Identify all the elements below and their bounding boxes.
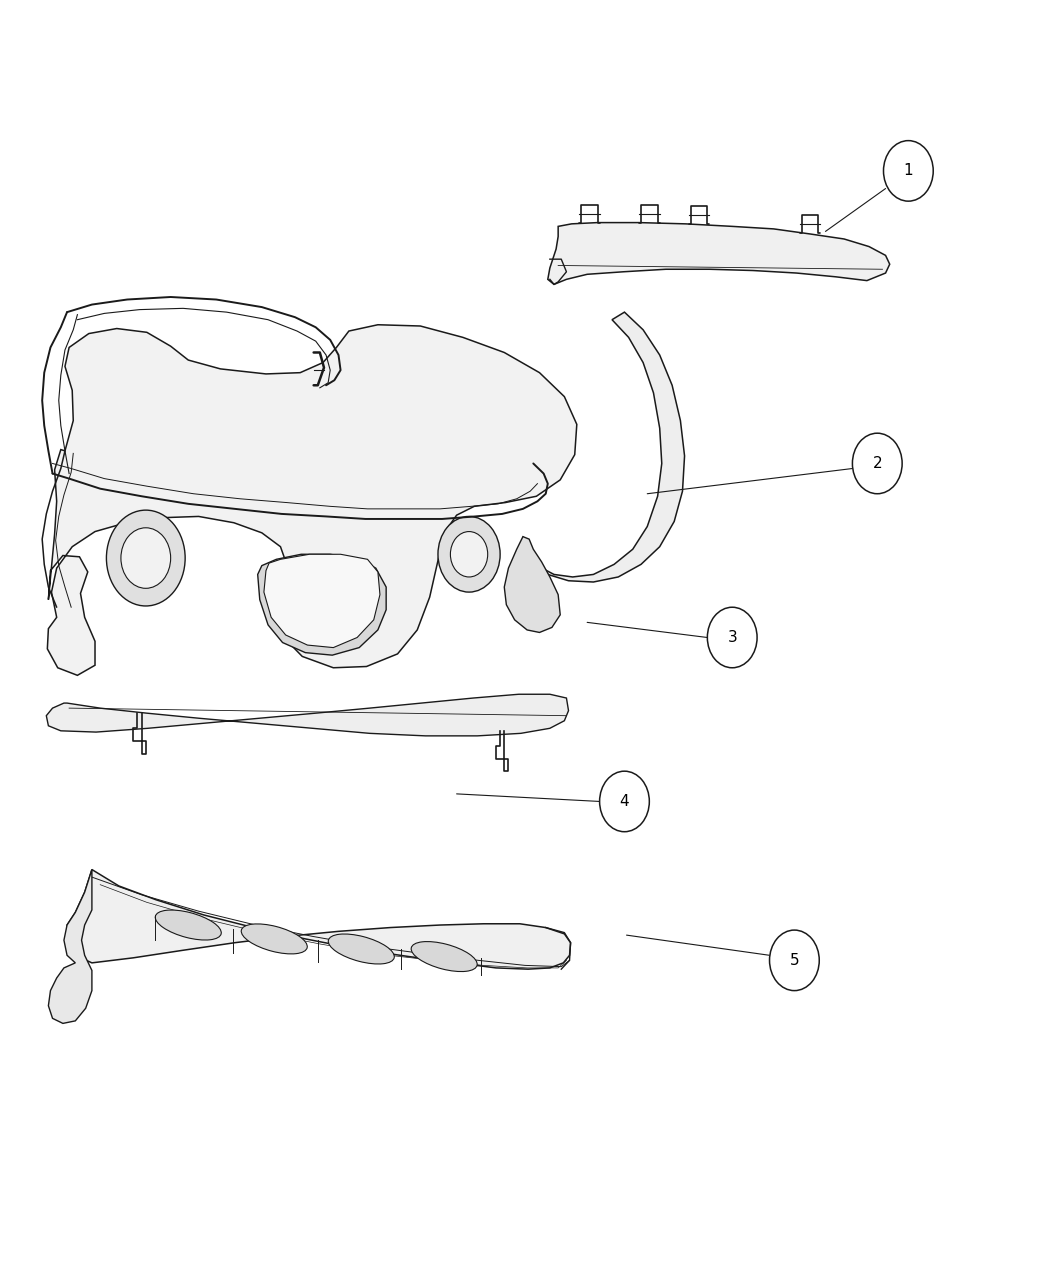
Polygon shape <box>47 325 576 676</box>
Text: 1: 1 <box>904 163 914 179</box>
Text: 4: 4 <box>620 794 629 808</box>
Circle shape <box>600 771 649 831</box>
Polygon shape <box>523 312 685 581</box>
Text: 3: 3 <box>728 630 737 645</box>
Circle shape <box>853 434 902 493</box>
Polygon shape <box>67 870 570 969</box>
Text: 2: 2 <box>873 456 882 470</box>
Polygon shape <box>264 555 380 648</box>
Polygon shape <box>48 870 92 1024</box>
Polygon shape <box>504 537 561 632</box>
Text: 5: 5 <box>790 952 799 968</box>
Polygon shape <box>46 695 568 736</box>
Ellipse shape <box>329 935 395 964</box>
Ellipse shape <box>412 941 477 972</box>
Polygon shape <box>548 223 889 284</box>
Ellipse shape <box>242 924 308 954</box>
Circle shape <box>106 510 185 606</box>
Polygon shape <box>257 555 386 655</box>
Circle shape <box>121 528 171 588</box>
Ellipse shape <box>155 910 222 940</box>
Circle shape <box>450 532 487 578</box>
Circle shape <box>883 140 933 201</box>
Circle shape <box>438 516 500 592</box>
Circle shape <box>708 607 757 668</box>
Circle shape <box>770 929 819 991</box>
